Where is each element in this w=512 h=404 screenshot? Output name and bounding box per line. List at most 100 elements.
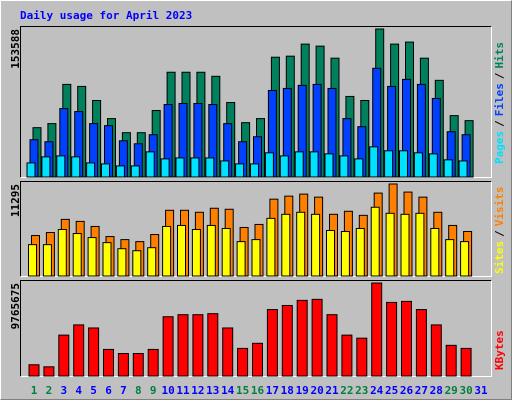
bar <box>235 163 245 178</box>
bar <box>324 153 334 178</box>
legend: KBytes <box>493 330 506 370</box>
bar <box>384 150 394 178</box>
legend-separator: / <box>493 72 506 79</box>
bar <box>399 150 408 178</box>
bar <box>132 353 144 377</box>
bar <box>175 157 185 178</box>
bar <box>264 152 274 178</box>
bar <box>162 316 174 377</box>
x-tick-label: 13 <box>206 384 219 397</box>
x-tick-label: 8 <box>135 384 142 397</box>
bar <box>102 242 112 277</box>
bar <box>326 314 338 377</box>
y-tick-label: 9765675 <box>9 283 22 329</box>
bar <box>443 159 453 178</box>
x-tick-label: 9 <box>150 384 157 397</box>
x-tick-label: 18 <box>281 384 294 397</box>
x-tick-label: 31 <box>474 384 488 397</box>
panel-edge-dark <box>20 26 492 178</box>
bar <box>294 151 304 178</box>
x-tick-label: 10 <box>161 384 174 397</box>
legend-separator: / <box>493 230 506 237</box>
bar <box>132 250 142 277</box>
legend: Pages / Files / Hits <box>493 42 506 164</box>
panel-edge-light <box>20 280 492 377</box>
bar <box>87 237 97 277</box>
bar <box>445 344 457 377</box>
bar <box>430 324 442 377</box>
bar <box>386 301 398 377</box>
bar <box>251 239 261 277</box>
bar <box>415 309 427 377</box>
x-tick-label: 30 <box>459 384 472 397</box>
bar <box>220 160 230 178</box>
x-tick-label: 12 <box>191 384 204 397</box>
bar <box>58 334 70 377</box>
bar <box>147 247 157 277</box>
bar <box>236 241 246 277</box>
bar <box>192 314 204 377</box>
x-tick-label: 11 <box>176 384 190 397</box>
bar <box>237 347 249 377</box>
bar <box>72 233 82 277</box>
bar <box>190 157 200 178</box>
x-tick-label: 28 <box>430 384 443 397</box>
x-tick-label: 1 <box>31 384 38 397</box>
bar <box>413 152 423 178</box>
bar <box>43 366 55 377</box>
bar <box>73 324 85 377</box>
x-tick-label: 27 <box>415 384 428 397</box>
y-tick-label: 11295 <box>9 184 22 217</box>
bar <box>160 158 170 178</box>
bar <box>252 342 263 377</box>
bar <box>250 163 259 178</box>
bar <box>279 155 289 178</box>
legend-entry: KBytes <box>493 330 506 370</box>
bar <box>281 213 291 277</box>
bar <box>311 213 321 277</box>
bar <box>57 228 67 277</box>
bar <box>88 327 100 377</box>
bar <box>428 153 438 178</box>
bar <box>458 160 468 178</box>
bar <box>42 244 52 277</box>
x-tick-label: 26 <box>400 384 414 397</box>
legend: Sites / Visits <box>493 187 506 275</box>
bar <box>162 225 172 277</box>
bar <box>205 157 215 178</box>
legend-entry: Visits <box>493 187 506 227</box>
x-tick-label: 14 <box>221 384 235 397</box>
bar <box>145 151 155 178</box>
bar <box>266 309 278 377</box>
bar <box>207 313 219 377</box>
bar <box>28 364 40 377</box>
x-tick-label: 3 <box>60 384 67 397</box>
x-tick-label: 25 <box>385 384 398 397</box>
bar <box>41 156 51 178</box>
bar <box>460 347 472 377</box>
bar <box>206 224 216 277</box>
bar <box>28 244 37 277</box>
bar <box>355 227 365 277</box>
x-tick-label: 15 <box>236 384 249 397</box>
x-tick-label: 7 <box>120 384 127 397</box>
x-tick-label: 19 <box>296 384 309 397</box>
x-tick-label: 21 <box>325 384 339 397</box>
x-tick-label: 6 <box>105 384 112 397</box>
bar <box>86 162 96 178</box>
bar <box>177 314 189 377</box>
bar <box>371 282 383 377</box>
legend-entry: Sites <box>493 241 506 274</box>
panel-edge-dark <box>20 280 492 377</box>
panel-edge-dark <box>20 181 492 277</box>
x-tick-label: 5 <box>90 384 97 397</box>
bar <box>339 155 349 178</box>
chart-title: Daily usage for April 2023 <box>20 9 192 22</box>
bar <box>103 348 114 377</box>
bar <box>296 299 308 377</box>
bar <box>266 217 276 277</box>
bar <box>341 334 353 377</box>
bar <box>354 158 364 178</box>
bar <box>117 248 127 277</box>
